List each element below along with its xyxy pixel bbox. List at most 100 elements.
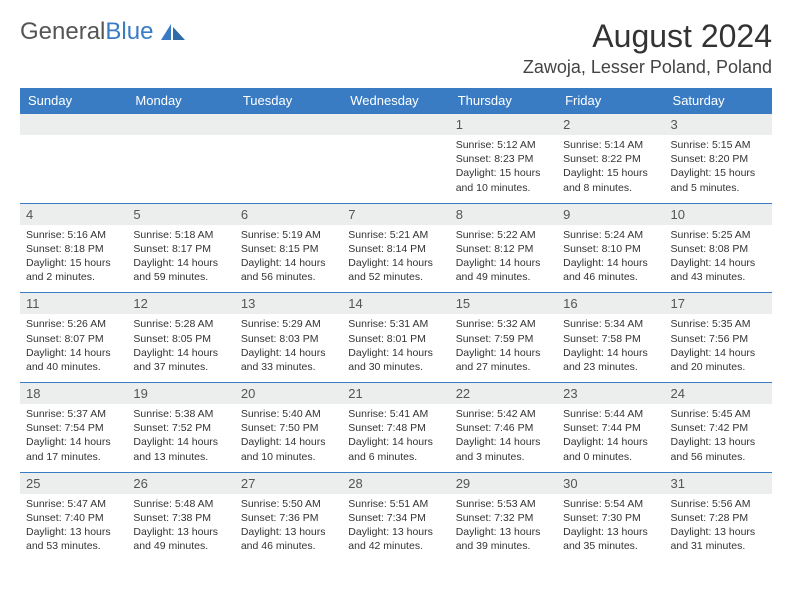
sunset-line: Sunset: 8:17 PM [133,243,211,255]
daylight-line: Daylight: 13 hours and 53 minutes. [26,526,111,552]
title-block: August 2024 Zawoja, Lesser Poland, Polan… [523,18,772,78]
day-body: Sunrise: 5:50 AMSunset: 7:36 PMDaylight:… [235,494,342,562]
day-cell: 26Sunrise: 5:48 AMSunset: 7:38 PMDayligh… [127,472,234,561]
day-number-empty [127,114,234,135]
sunrise-line: Sunrise: 5:15 AM [671,139,751,151]
sunset-line: Sunset: 7:54 PM [26,422,104,434]
sunrise-line: Sunrise: 5:12 AM [456,139,536,151]
day-body: Sunrise: 5:54 AMSunset: 7:30 PMDaylight:… [557,494,664,562]
day-body: Sunrise: 5:18 AMSunset: 8:17 PMDaylight:… [127,225,234,293]
week-row: 1Sunrise: 5:12 AMSunset: 8:23 PMDaylight… [20,114,772,204]
day-number: 5 [127,204,234,225]
day-cell: 22Sunrise: 5:42 AMSunset: 7:46 PMDayligh… [450,383,557,473]
day-number-empty [20,114,127,135]
day-number: 7 [342,204,449,225]
daylight-line: Daylight: 14 hours and 0 minutes. [563,436,648,462]
daylight-line: Daylight: 15 hours and 2 minutes. [26,257,111,283]
day-number: 10 [665,204,772,225]
day-cell: 27Sunrise: 5:50 AMSunset: 7:36 PMDayligh… [235,472,342,561]
sunset-line: Sunset: 8:23 PM [456,153,534,165]
sunrise-line: Sunrise: 5:41 AM [348,408,428,420]
day-number-empty [342,114,449,135]
weekday-header-row: Sunday Monday Tuesday Wednesday Thursday… [20,88,772,114]
sunrise-line: Sunrise: 5:44 AM [563,408,643,420]
day-cell [127,114,234,204]
daylight-line: Daylight: 14 hours and 20 minutes. [671,347,756,373]
day-body: Sunrise: 5:47 AMSunset: 7:40 PMDaylight:… [20,494,127,562]
day-cell: 25Sunrise: 5:47 AMSunset: 7:40 PMDayligh… [20,472,127,561]
sunrise-line: Sunrise: 5:26 AM [26,318,106,330]
sunrise-line: Sunrise: 5:21 AM [348,229,428,241]
sunrise-line: Sunrise: 5:38 AM [133,408,213,420]
day-body: Sunrise: 5:22 AMSunset: 8:12 PMDaylight:… [450,225,557,293]
daylight-line: Daylight: 14 hours and 43 minutes. [671,257,756,283]
sunset-line: Sunset: 8:20 PM [671,153,749,165]
sunrise-line: Sunrise: 5:47 AM [26,498,106,510]
sunset-line: Sunset: 7:42 PM [671,422,749,434]
day-cell: 16Sunrise: 5:34 AMSunset: 7:58 PMDayligh… [557,293,664,383]
sunset-line: Sunset: 8:05 PM [133,333,211,345]
calendar-body: 1Sunrise: 5:12 AMSunset: 8:23 PMDaylight… [20,114,772,562]
sunrise-line: Sunrise: 5:48 AM [133,498,213,510]
sunrise-line: Sunrise: 5:42 AM [456,408,536,420]
sunset-line: Sunset: 7:48 PM [348,422,426,434]
logo-text: GeneralBlue [20,18,153,46]
day-number: 25 [20,473,127,494]
day-cell: 6Sunrise: 5:19 AMSunset: 8:15 PMDaylight… [235,203,342,293]
daylight-line: Daylight: 15 hours and 5 minutes. [671,167,756,193]
weekday-header: Friday [557,88,664,114]
day-body: Sunrise: 5:38 AM Sunset: 7:52 PM Daylight:… [127,404,234,472]
sunset-line: Sunset: 7:36 PM [241,512,319,524]
sunset-line: Sunset: 7:52 PM [133,422,211,434]
sunset-line: Sunset: 7:30 PM [563,512,641,524]
day-body: Sunrise: 5:53 AMSunset: 7:32 PMDaylight:… [450,494,557,562]
sunrise-line: Sunrise: 5:54 AM [563,498,643,510]
sunset-line: Sunset: 7:34 PM [348,512,426,524]
sunset-line: Sunset: 8:10 PM [563,243,641,255]
day-number: 19 [127,383,234,404]
daylight-line: Daylight: 13 hours and 42 minutes. [348,526,433,552]
day-body: Sunrise: 5:56 AMSunset: 7:28 PMDaylight:… [665,494,772,562]
day-cell: 21Sunrise: 5:41 AMSunset: 7:48 PMDayligh… [342,383,449,473]
day-cell: 8Sunrise: 5:22 AMSunset: 8:12 PMDaylight… [450,203,557,293]
daylight-line: Daylight: 15 hours and 10 minutes. [456,167,541,193]
sunrise-line: Sunrise: 5:40 AM [241,408,321,420]
day-cell: 3Sunrise: 5:15 AMSunset: 8:20 PMDaylight… [665,114,772,204]
sunrise-line: Sunrise: 5:53 AM [456,498,536,510]
day-body: Sunrise: 5:12 AM Sunset: 8:23 PM Daylight:… [450,135,557,203]
sunrise-line: Sunrise: 5:16 AM [26,229,106,241]
sunrise-line: Sunrise: 5:32 AM [456,318,536,330]
sunset-line: Sunset: 7:44 PM [563,422,641,434]
day-body: Sunrise: 5:31 AMSunset: 8:01 PMDaylight:… [342,314,449,382]
day-number: 12 [127,293,234,314]
weekday-header: Sunday [20,88,127,114]
sunset-line: Sunset: 7:58 PM [563,333,641,345]
day-cell: 24Sunrise: 5:45 AMSunset: 7:42 PMDayligh… [665,383,772,473]
sunrise-line: Sunrise: 5:51 AM [348,498,428,510]
day-number: 21 [342,383,449,404]
sunset-line: Sunset: 8:08 PM [671,243,749,255]
day-body: Sunrise: 5:51 AM Sunset: 7:34 PM Daylight:… [342,494,449,562]
sunrise-line: Sunrise: 5:37 AM [26,408,106,420]
daylight-line: Daylight: 14 hours and 13 minutes. [133,436,218,462]
sunset-line: Sunset: 8:01 PM [348,333,426,345]
daylight-line: Daylight: 14 hours and 10 minutes. [241,436,326,462]
sunrise-line: Sunrise: 5:31 AM [348,318,428,330]
sunrise-line: Sunrise: 5:50 AM [241,498,321,510]
sunset-line: Sunset: 7:46 PM [456,422,534,434]
sunset-line: Sunset: 8:14 PM [348,243,426,255]
day-body: Sunrise: 5:26 AMSunset: 8:07 PMDaylight:… [20,314,127,382]
daylight-line: Daylight: 14 hours and 40 minutes. [26,347,111,373]
day-cell [235,114,342,204]
day-body: Sunrise: 5:28 AMSunset: 8:05 PMDaylight:… [127,314,234,382]
day-body: Sunrise: 5:16 AMSunset: 8:18 PMDaylight:… [20,225,127,293]
sunrise-line: Sunrise: 5:35 AM [671,318,751,330]
sunset-line: Sunset: 7:59 PM [456,333,534,345]
day-cell: 12Sunrise: 5:28 AMSunset: 8:05 PMDayligh… [127,293,234,383]
day-cell: 19 Sunrise: 5:38 AM Sunset: 7:52 PM Dayligh… [127,383,234,473]
sunset-line: Sunset: 7:50 PM [241,422,319,434]
day-cell: 5Sunrise: 5:18 AMSunset: 8:17 PMDaylight… [127,203,234,293]
day-body-empty [342,135,449,185]
logo-word2: Blue [105,18,153,45]
day-body: Sunrise: 5:35 AMSunset: 7:56 PMDaylight:… [665,314,772,382]
